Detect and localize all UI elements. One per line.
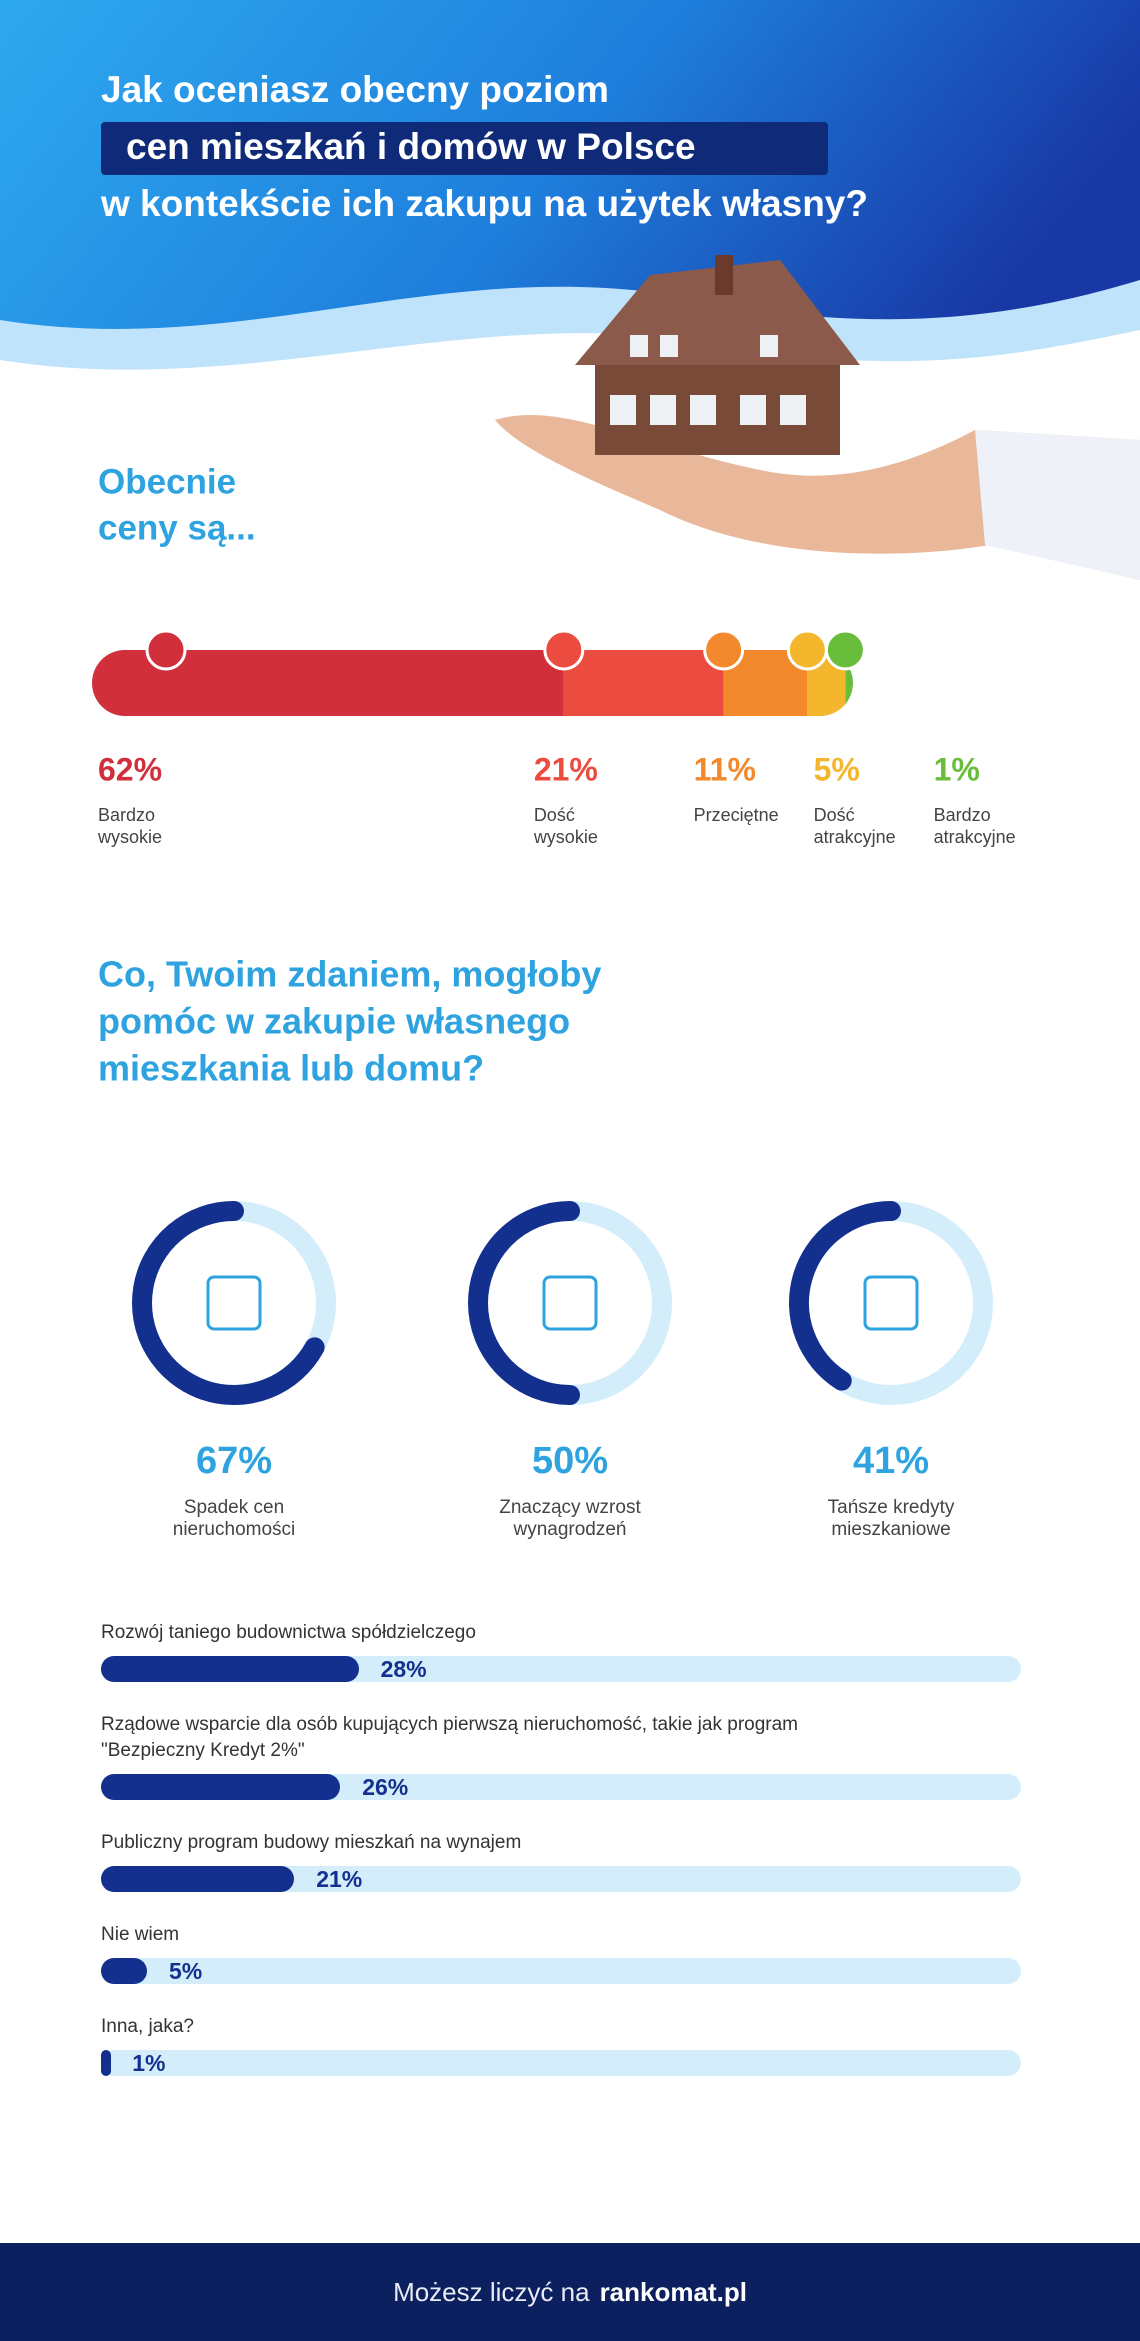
- bar-track: 5%: [101, 1958, 1021, 1984]
- value-label: 21%: [534, 751, 598, 787]
- donut-icon: [542, 1275, 598, 1331]
- bar-segment: [845, 650, 853, 716]
- chart-title: Obecnie: [98, 462, 236, 501]
- bar-row: Inna, jaka? 1%: [101, 2014, 1021, 2076]
- footer-background: [0, 2243, 1140, 2341]
- category-label-part: atrakcyjne: [934, 827, 1016, 847]
- footer-text-part: Możesz liczyć na: [393, 2277, 590, 2307]
- category-label-part: mieszkaniowe: [831, 1519, 950, 1540]
- category-label: Dość wysokie: [533, 805, 598, 847]
- donut-icon: [206, 1275, 262, 1331]
- donut-arc: [132, 1201, 325, 1405]
- category-label-part: wysokie: [533, 827, 598, 847]
- value-label: 50%: [532, 1440, 608, 1482]
- category-label: Bardzo atrakcyjne: [934, 805, 1016, 847]
- category-label-part: wysokie: [97, 827, 162, 847]
- bar: [101, 1958, 147, 1984]
- donut-icon: [863, 1275, 919, 1331]
- title-highlight: [101, 122, 828, 175]
- category-label-part: Dość: [814, 805, 855, 825]
- category-label: Rządowe wsparcie dla osób kupujących pie…: [101, 1714, 798, 1761]
- bar-track: 21%: [101, 1866, 1021, 1892]
- chart-title: Co, Twoim zdaniem, mogłoby: [98, 954, 601, 995]
- chart-title: mieszkania lub domu?: [98, 1048, 484, 1089]
- value-label: 5%: [169, 1958, 203, 1984]
- footer-text: Możesz liczyć na rankomat.pl: [393, 2277, 747, 2307]
- chart-title: pomóc w zakupie własnego: [98, 1001, 570, 1042]
- title-line: w kontekście ich zakupu na użytek własny…: [100, 183, 868, 224]
- donut-arc: [789, 1201, 901, 1391]
- title-line: cen mieszkań i domów w Polsce: [126, 126, 696, 167]
- value-label: 67%: [196, 1440, 272, 1482]
- category-label: Przeciętne: [694, 805, 779, 825]
- bar-track: 1%: [101, 2050, 1021, 2076]
- bar: [101, 1774, 341, 1800]
- bar-row: Rozwój taniego budownictwa spółdzielczeg…: [101, 1620, 1021, 1682]
- bar-track: 26%: [101, 1774, 1021, 1800]
- title-line: Jak oceniasz obecny poziom: [101, 69, 609, 110]
- chart-title: ceny są...: [98, 508, 256, 547]
- value-label: 28%: [380, 1656, 427, 1682]
- hand-with-house: [495, 255, 1140, 580]
- category-label-part: Spadek cen: [184, 1497, 284, 1518]
- category-label: Publiczny program budowy mieszkań na wyn…: [101, 1832, 522, 1853]
- face-icon: [824, 629, 866, 671]
- category-label-part: nieruchomości: [173, 1519, 296, 1540]
- category-label-part: wynagrodzeń: [512, 1519, 626, 1540]
- face-icon: [145, 629, 187, 671]
- footer-brand: rankomat.pl: [600, 2277, 747, 2307]
- bar: [101, 1866, 295, 1892]
- face-icon: [703, 629, 745, 671]
- header-wave: [0, 330, 1140, 440]
- category-label: Dość atrakcyjne: [814, 805, 896, 847]
- value-label: 1%: [132, 2050, 166, 2076]
- bar: [101, 2050, 111, 2076]
- category-label: Spadek cen nieruchomości: [173, 1497, 296, 1540]
- bar-chart: Rozwój taniego budownictwa spółdzielczeg…: [101, 1620, 1021, 2106]
- value-label: 21%: [316, 1866, 363, 1892]
- category-label: Znaczący wzrost wynagrodzeń: [499, 1497, 641, 1540]
- category-label-part: atrakcyjne: [814, 827, 896, 847]
- category-label: Bardzo wysokie: [97, 805, 162, 847]
- face-icon: [786, 629, 828, 671]
- value-label: 41%: [853, 1440, 929, 1482]
- value-label: 11%: [694, 751, 756, 787]
- category-label: Rozwój taniego budownictwa spółdzielczeg…: [101, 1622, 476, 1643]
- category-label-part: Znaczący wzrost: [499, 1497, 641, 1518]
- bar-row: Publiczny program budowy mieszkań na wyn…: [101, 1830, 1021, 1892]
- bar-row: Nie wiem 5%: [101, 1922, 1021, 1984]
- donut-arc: [468, 1201, 580, 1405]
- category-label-part: Tańsze kredyty: [828, 1497, 955, 1518]
- bar-row: Rządowe wsparcie dla osób kupujących pie…: [101, 1712, 1021, 1800]
- category-label-part: Bardzo: [934, 805, 991, 825]
- category-label-part: Bardzo: [98, 805, 155, 825]
- bar-track: 28%: [101, 1656, 1021, 1682]
- bar: [101, 1656, 359, 1682]
- value-label: 62%: [98, 751, 162, 787]
- category-label: Nie wiem: [101, 1924, 180, 1945]
- face-icon: [543, 629, 585, 671]
- category-label-part: Dość: [534, 805, 575, 825]
- category-label: Tańsze kredyty mieszkaniowe: [828, 1497, 955, 1540]
- value-label: 26%: [362, 1774, 409, 1800]
- value-label: 5%: [814, 751, 860, 787]
- category-label: Inna, jaka?: [101, 2016, 194, 2037]
- bar-segment: [563, 650, 724, 716]
- value-label: 1%: [934, 751, 980, 787]
